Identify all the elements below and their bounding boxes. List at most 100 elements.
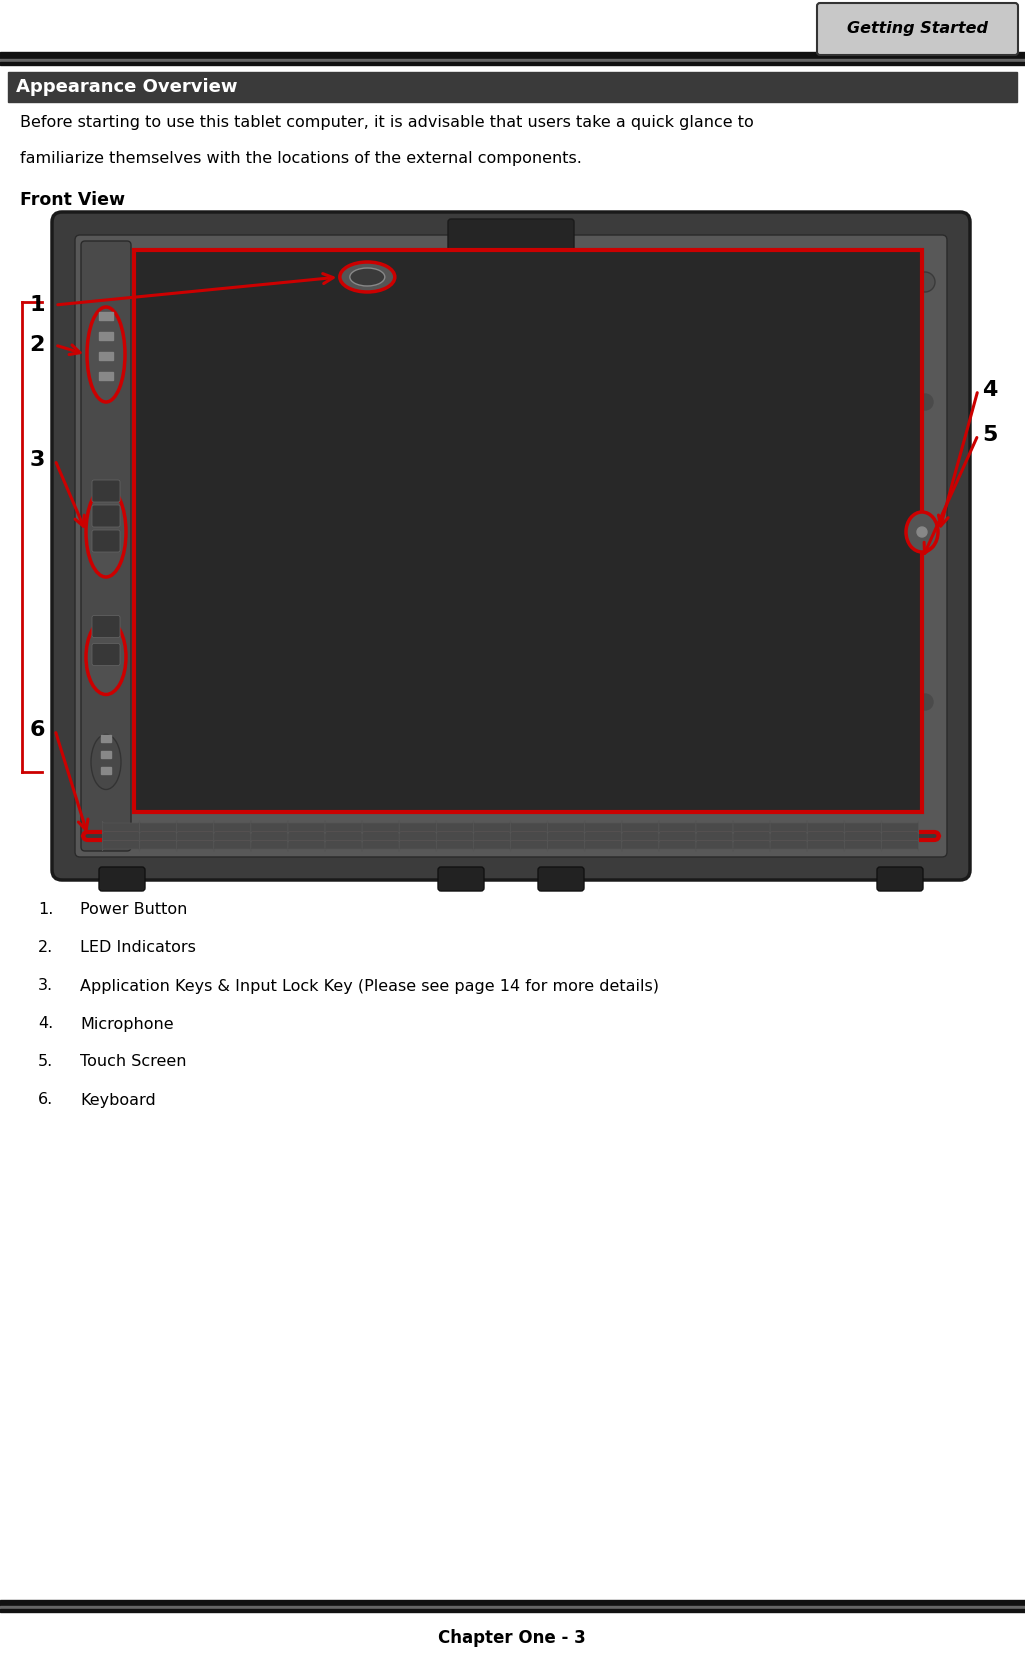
FancyBboxPatch shape	[325, 821, 362, 834]
Text: familiarize themselves with the locations of the external components.: familiarize themselves with the location…	[20, 151, 582, 166]
FancyBboxPatch shape	[696, 829, 733, 842]
FancyBboxPatch shape	[102, 829, 139, 842]
FancyBboxPatch shape	[362, 829, 399, 842]
FancyBboxPatch shape	[584, 839, 622, 851]
FancyBboxPatch shape	[770, 821, 808, 834]
FancyBboxPatch shape	[81, 242, 131, 851]
FancyBboxPatch shape	[92, 530, 120, 553]
Ellipse shape	[350, 268, 384, 286]
Circle shape	[917, 526, 927, 536]
FancyBboxPatch shape	[437, 821, 474, 834]
Text: Application Keys & Input Lock Key (Please see page 14 for more details): Application Keys & Input Lock Key (Pleas…	[80, 978, 659, 993]
FancyBboxPatch shape	[176, 829, 214, 842]
FancyBboxPatch shape	[659, 839, 696, 851]
Text: Front View: Front View	[20, 190, 125, 209]
Bar	[0, 1605, 1025, 1609]
Text: 3.: 3.	[38, 978, 53, 993]
FancyBboxPatch shape	[622, 829, 659, 842]
Circle shape	[917, 394, 933, 410]
Text: Power Button: Power Button	[80, 902, 188, 917]
Text: LED Indicators: LED Indicators	[80, 940, 196, 955]
FancyBboxPatch shape	[845, 829, 882, 842]
FancyBboxPatch shape	[474, 821, 510, 834]
FancyBboxPatch shape	[622, 839, 659, 851]
FancyBboxPatch shape	[808, 821, 845, 834]
Ellipse shape	[91, 735, 121, 789]
FancyBboxPatch shape	[75, 235, 947, 857]
Bar	[0, 1609, 1025, 1612]
FancyBboxPatch shape	[510, 821, 547, 834]
Text: Getting Started: Getting Started	[847, 22, 988, 36]
FancyBboxPatch shape	[399, 839, 437, 851]
Text: Touch Screen: Touch Screen	[80, 1054, 187, 1069]
FancyBboxPatch shape	[696, 821, 733, 834]
FancyBboxPatch shape	[808, 829, 845, 842]
Bar	[8, 73, 1017, 103]
FancyBboxPatch shape	[251, 839, 288, 851]
Bar	[99, 353, 113, 361]
Text: 5: 5	[982, 425, 997, 445]
Bar	[99, 313, 113, 319]
FancyBboxPatch shape	[325, 839, 362, 851]
Bar	[0, 51, 1025, 58]
FancyBboxPatch shape	[733, 839, 770, 851]
FancyBboxPatch shape	[176, 839, 214, 851]
Ellipse shape	[86, 619, 126, 695]
FancyBboxPatch shape	[547, 839, 584, 851]
FancyBboxPatch shape	[52, 212, 970, 880]
Text: 6: 6	[30, 720, 45, 740]
FancyBboxPatch shape	[92, 480, 120, 501]
FancyBboxPatch shape	[510, 829, 547, 842]
Bar	[134, 250, 922, 813]
Text: 1.: 1.	[38, 902, 53, 917]
FancyBboxPatch shape	[325, 829, 362, 842]
FancyBboxPatch shape	[399, 821, 437, 834]
FancyBboxPatch shape	[362, 839, 399, 851]
FancyBboxPatch shape	[659, 829, 696, 842]
FancyBboxPatch shape	[102, 839, 139, 851]
Text: 2: 2	[30, 334, 45, 356]
Text: Microphone: Microphone	[80, 1016, 173, 1031]
FancyBboxPatch shape	[733, 829, 770, 842]
FancyBboxPatch shape	[584, 829, 622, 842]
Text: 6.: 6.	[38, 1092, 53, 1107]
FancyBboxPatch shape	[288, 829, 325, 842]
Text: 2.: 2.	[38, 940, 53, 955]
FancyBboxPatch shape	[882, 839, 918, 851]
FancyBboxPatch shape	[770, 839, 808, 851]
FancyBboxPatch shape	[659, 821, 696, 834]
FancyBboxPatch shape	[139, 829, 176, 842]
FancyBboxPatch shape	[362, 821, 399, 834]
FancyBboxPatch shape	[214, 829, 251, 842]
FancyBboxPatch shape	[474, 839, 510, 851]
Bar	[0, 60, 1025, 61]
FancyBboxPatch shape	[622, 821, 659, 834]
Bar	[99, 333, 113, 339]
FancyBboxPatch shape	[251, 821, 288, 834]
FancyBboxPatch shape	[99, 867, 145, 890]
FancyBboxPatch shape	[92, 505, 120, 526]
FancyBboxPatch shape	[547, 829, 584, 842]
FancyBboxPatch shape	[817, 3, 1018, 55]
FancyBboxPatch shape	[845, 839, 882, 851]
FancyBboxPatch shape	[770, 829, 808, 842]
FancyBboxPatch shape	[733, 821, 770, 834]
FancyBboxPatch shape	[882, 829, 918, 842]
FancyBboxPatch shape	[288, 839, 325, 851]
FancyBboxPatch shape	[214, 821, 251, 834]
FancyBboxPatch shape	[808, 839, 845, 851]
Bar	[0, 61, 1025, 65]
FancyBboxPatch shape	[882, 821, 918, 834]
Bar	[101, 735, 111, 741]
Bar	[101, 766, 111, 775]
Ellipse shape	[86, 487, 126, 578]
Ellipse shape	[340, 261, 395, 291]
FancyBboxPatch shape	[399, 829, 437, 842]
FancyBboxPatch shape	[437, 839, 474, 851]
FancyBboxPatch shape	[92, 616, 120, 637]
FancyBboxPatch shape	[139, 821, 176, 834]
Text: 4.: 4.	[38, 1016, 53, 1031]
Bar	[99, 372, 113, 381]
FancyBboxPatch shape	[510, 839, 547, 851]
FancyBboxPatch shape	[437, 829, 474, 842]
